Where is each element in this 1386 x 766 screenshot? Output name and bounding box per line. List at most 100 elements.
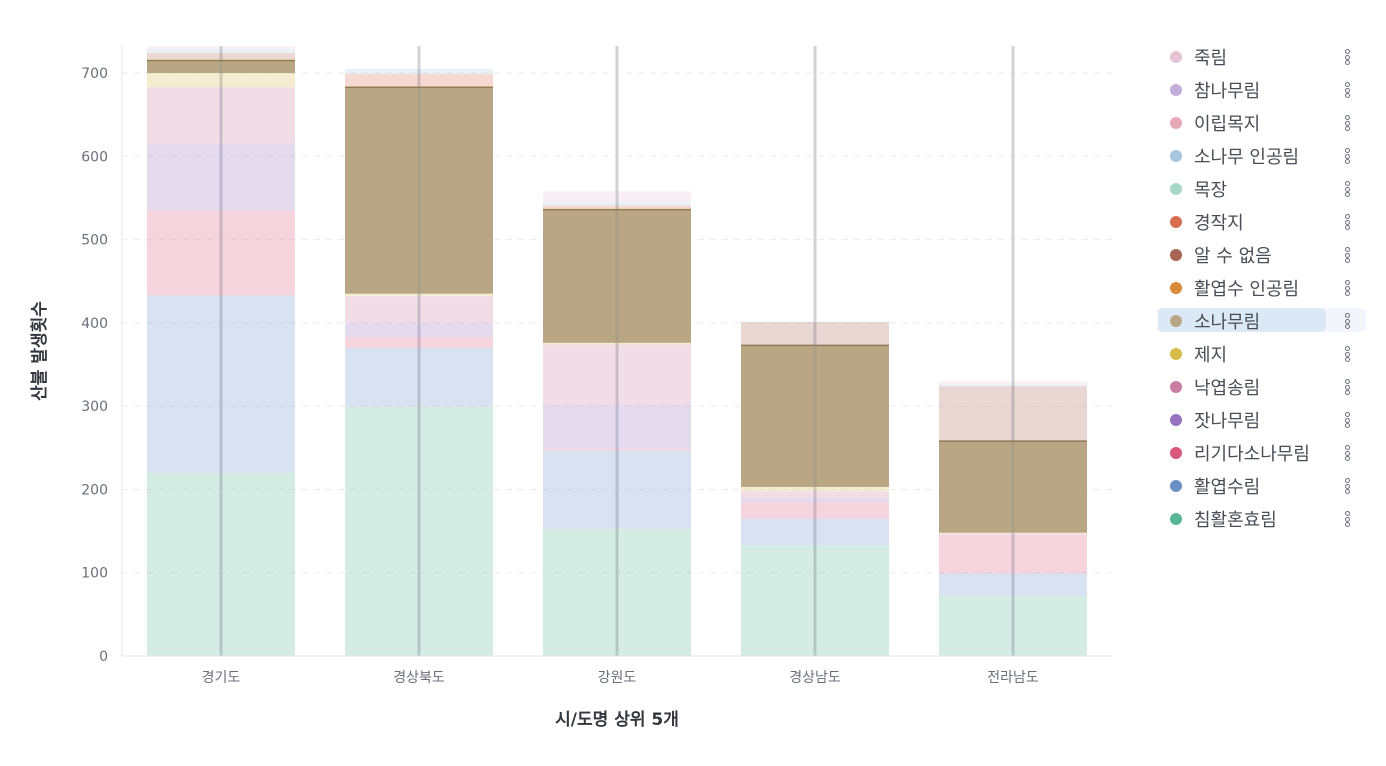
legend-label: 리기다소나무림 xyxy=(1194,443,1310,465)
bar-segment[interactable] xyxy=(543,207,691,210)
bar-segment[interactable] xyxy=(345,347,493,407)
bar-segment[interactable] xyxy=(939,532,1087,534)
bar-segment[interactable] xyxy=(345,337,493,348)
bar-segment[interactable] xyxy=(939,533,1087,536)
bar-segment[interactable] xyxy=(939,596,1087,656)
bar-segment[interactable] xyxy=(741,322,889,346)
legend-swatch xyxy=(1170,281,1182,294)
bar-segment[interactable] xyxy=(939,441,1087,533)
bars[interactable] xyxy=(147,46,1087,656)
legend-label: 낙엽송림 xyxy=(1194,377,1261,399)
bar-segment[interactable] xyxy=(741,497,889,502)
category-guide-lines xyxy=(219,46,1015,656)
bar-segment[interactable] xyxy=(147,48,295,54)
legend-item[interactable]: 목장 xyxy=(1158,172,1368,205)
legend-item[interactable]: 잣나무림 xyxy=(1158,403,1368,436)
legend-label: 소나무 인공림 xyxy=(1194,146,1300,168)
kebab-menu-icon[interactable] xyxy=(1344,478,1350,494)
bar-segment[interactable] xyxy=(345,73,493,86)
bar-segment[interactable] xyxy=(543,528,691,656)
kebab-menu-icon[interactable] xyxy=(1344,214,1350,230)
y-tick-label: 300 xyxy=(81,399,108,415)
bar-segment[interactable] xyxy=(147,53,295,55)
bar-segment[interactable] xyxy=(147,60,295,74)
kebab-menu-icon[interactable] xyxy=(1344,247,1350,263)
legend-item[interactable]: 활엽수 인공림 xyxy=(1158,271,1368,304)
bar-segment[interactable] xyxy=(345,68,493,74)
legend-item[interactable]: 침활혼효림 xyxy=(1158,502,1368,535)
legend-swatch xyxy=(1170,83,1182,96)
legend-item[interactable]: 이립목지 xyxy=(1158,106,1368,139)
bar-segment[interactable] xyxy=(345,322,493,338)
legend-item[interactable]: 소나무림 xyxy=(1158,304,1368,337)
bar-segment[interactable] xyxy=(345,293,493,297)
legend-item[interactable]: 죽림 xyxy=(1158,40,1368,73)
bar-segment[interactable] xyxy=(147,46,295,49)
legend-item[interactable]: 경작지 xyxy=(1158,205,1368,238)
bar-segment[interactable] xyxy=(939,381,1087,385)
bar-segment[interactable] xyxy=(147,143,295,211)
kebab-menu-icon[interactable] xyxy=(1344,115,1350,131)
kebab-menu-icon[interactable] xyxy=(1344,445,1350,461)
bar-segment[interactable] xyxy=(147,54,295,59)
bar-segment[interactable] xyxy=(741,486,889,492)
bar-segment[interactable] xyxy=(741,491,889,498)
x-tick-label: 경상남도 xyxy=(789,670,841,686)
category-guide-lines-overlay xyxy=(219,46,1015,656)
bar-segment[interactable] xyxy=(939,573,1087,597)
bar-segment[interactable] xyxy=(345,296,493,323)
bar-segment[interactable] xyxy=(345,406,493,656)
legend-item[interactable]: 낙엽송림 xyxy=(1158,370,1368,403)
legend-item[interactable]: 알 수 없음 xyxy=(1158,238,1368,271)
legend-label: 침활혼효림 xyxy=(1194,509,1277,531)
kebab-menu-icon[interactable] xyxy=(1344,511,1350,527)
bar-segment[interactable] xyxy=(543,448,691,451)
bar-segment[interactable] xyxy=(345,85,493,88)
bar-segment[interactable] xyxy=(147,295,295,473)
bar-segment[interactable] xyxy=(147,58,295,61)
bar-segment[interactable] xyxy=(543,209,691,343)
legend-item[interactable]: 참나무림 xyxy=(1158,73,1368,106)
y-tick-label: 0 xyxy=(99,649,108,665)
bar-segment[interactable] xyxy=(147,87,295,144)
bar-segment[interactable] xyxy=(741,501,889,519)
legend-swatch xyxy=(1170,248,1182,261)
legend-swatch xyxy=(1170,314,1182,327)
kebab-menu-icon[interactable] xyxy=(1344,280,1350,296)
bar-segment[interactable] xyxy=(543,344,691,405)
bar-segment[interactable] xyxy=(147,472,295,656)
kebab-menu-icon[interactable] xyxy=(1344,346,1350,362)
legend-item[interactable]: 소나무 인공림 xyxy=(1158,139,1368,172)
kebab-menu-icon[interactable] xyxy=(1344,313,1350,329)
bar-segment[interactable] xyxy=(543,450,691,529)
legend-item[interactable]: 활엽수림 xyxy=(1158,469,1368,502)
bar-segment[interactable] xyxy=(543,201,691,206)
bar-segment[interactable] xyxy=(543,404,691,449)
y-axis-ticks: 0 100 200 300 400 500 600 700 xyxy=(81,66,108,665)
bar-segment[interactable] xyxy=(543,342,691,345)
bar-segment[interactable] xyxy=(939,535,1087,574)
legend-label: 이립목지 xyxy=(1194,113,1261,135)
bar-segment[interactable] xyxy=(543,205,691,208)
kebab-menu-icon[interactable] xyxy=(1344,82,1350,98)
bar-segment[interactable] xyxy=(741,545,889,656)
y-tick-label: 400 xyxy=(81,316,108,332)
bar-segment[interactable] xyxy=(147,210,295,296)
kebab-menu-icon[interactable] xyxy=(1344,181,1350,197)
bar-segment[interactable] xyxy=(741,518,889,546)
y-tick-label: 200 xyxy=(81,482,108,498)
bar-segment[interactable] xyxy=(939,384,1087,387)
kebab-menu-icon[interactable] xyxy=(1344,379,1350,395)
y-tick-label: 100 xyxy=(81,566,108,582)
legend-item[interactable]: 제지 xyxy=(1158,337,1368,370)
bar-segment[interactable] xyxy=(939,386,1087,442)
bar-segment[interactable] xyxy=(345,87,493,294)
kebab-menu-icon[interactable] xyxy=(1344,49,1350,65)
legend-item[interactable]: 리기다소나무림 xyxy=(1158,436,1368,469)
x-axis-title: 시/도명 상위 5개 xyxy=(555,710,679,730)
bar-segment[interactable] xyxy=(741,345,889,487)
bar-segment[interactable] xyxy=(147,73,295,88)
kebab-menu-icon[interactable] xyxy=(1344,148,1350,164)
bar-segment[interactable] xyxy=(543,191,691,202)
kebab-menu-icon[interactable] xyxy=(1344,412,1350,428)
